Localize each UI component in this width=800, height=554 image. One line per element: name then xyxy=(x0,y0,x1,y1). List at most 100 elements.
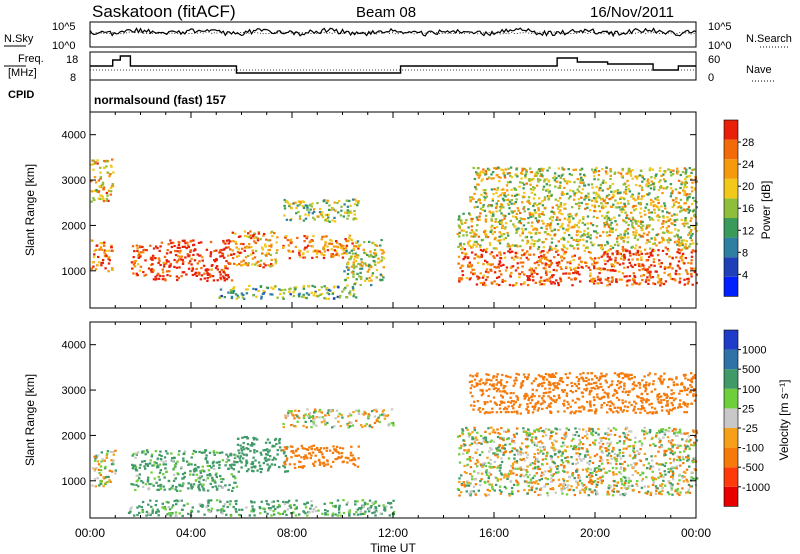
power-cell xyxy=(232,291,235,294)
power-cell xyxy=(156,247,159,250)
power-cell xyxy=(632,253,635,256)
power-cell xyxy=(690,234,693,237)
power-cell xyxy=(502,233,506,236)
velocity-cell xyxy=(571,472,575,475)
velocity-cell xyxy=(500,460,504,464)
power-cell xyxy=(492,214,495,217)
power-cell xyxy=(590,258,594,261)
power-cell xyxy=(499,219,502,222)
velocity-cell xyxy=(632,449,635,452)
velocity-cell xyxy=(158,453,161,457)
power-cell xyxy=(634,263,637,266)
power-cell xyxy=(672,169,675,172)
velocity-cell xyxy=(485,471,488,474)
power-cell xyxy=(326,249,330,252)
velocity-cell xyxy=(236,437,240,440)
power-cell xyxy=(316,249,319,252)
power-cell xyxy=(463,243,466,246)
power-cell xyxy=(554,198,557,201)
power-cell xyxy=(552,268,555,272)
velocity-cell xyxy=(555,428,559,431)
power-cell xyxy=(607,280,610,283)
power-cell xyxy=(93,162,96,165)
power-cell xyxy=(496,266,500,269)
velocity-cell xyxy=(145,449,149,452)
power-cell xyxy=(619,191,622,194)
velocity-cell xyxy=(638,452,641,455)
power-cell xyxy=(559,266,562,269)
power-cell xyxy=(650,176,653,179)
velocity-cell xyxy=(251,463,254,466)
power-cell xyxy=(225,260,228,263)
velocity-cell xyxy=(157,488,161,491)
power-cell xyxy=(520,254,524,257)
velocity-cell xyxy=(340,455,343,458)
power-cell xyxy=(257,260,260,263)
velocity-cell xyxy=(678,430,681,433)
velocity-cell xyxy=(544,470,547,473)
power-cell xyxy=(377,261,380,264)
power-cell xyxy=(555,244,558,247)
power-cell xyxy=(639,265,643,268)
power-cell xyxy=(181,245,184,248)
velocity-cell xyxy=(561,492,564,495)
velocity-cell xyxy=(258,464,262,467)
velocity-cell xyxy=(462,439,465,442)
velocity-cell xyxy=(175,489,179,492)
velocity-cell xyxy=(484,436,488,439)
velocity-cell xyxy=(352,411,355,414)
velocity-cell xyxy=(182,477,185,480)
power-cell xyxy=(495,276,499,279)
velocity-cell xyxy=(588,427,591,430)
power-cell xyxy=(677,179,681,182)
power-cell xyxy=(481,205,485,208)
velocity-cell xyxy=(157,475,160,478)
power-cell xyxy=(606,250,609,253)
power-cell xyxy=(156,274,159,277)
power-colorbar-swatch xyxy=(724,257,738,277)
velocity-cell xyxy=(692,477,695,480)
velocity-cell xyxy=(550,473,553,476)
velocity-cell xyxy=(671,470,675,473)
velocity-cell xyxy=(688,465,691,468)
power-cell xyxy=(186,253,189,256)
power-cell xyxy=(243,249,246,252)
power-cell xyxy=(551,206,554,209)
power-cell xyxy=(569,189,572,192)
velocity-cell xyxy=(596,483,599,486)
power-cell xyxy=(597,205,601,208)
power-cell xyxy=(250,253,253,256)
power-cell xyxy=(622,219,625,222)
power-cell xyxy=(616,250,619,253)
power-cell xyxy=(500,232,503,236)
power-cell xyxy=(606,223,609,226)
velocity-cell xyxy=(606,493,609,496)
power-cell xyxy=(588,198,591,201)
power-cell xyxy=(652,182,655,186)
power-cell xyxy=(605,172,609,175)
velocity-cell xyxy=(198,489,201,492)
power-cell xyxy=(298,215,302,218)
power-cell xyxy=(318,288,321,292)
power-cell xyxy=(510,176,514,179)
velocity-cell xyxy=(318,448,321,452)
power-cell xyxy=(653,249,656,253)
noise-panel: N.Sky 10^5 10^0 10^5 10^0 N.Search xyxy=(4,21,792,52)
power-cell xyxy=(340,244,343,247)
power-cell xyxy=(614,256,617,259)
power-cell xyxy=(538,213,541,216)
power-cell xyxy=(251,234,254,237)
velocity-cell xyxy=(315,424,318,427)
power-cell xyxy=(684,242,687,246)
power-cell xyxy=(634,198,637,201)
velocity-cell xyxy=(350,445,353,448)
power-cell xyxy=(559,205,563,208)
power-cell xyxy=(520,227,524,230)
velocity-cell xyxy=(351,454,354,457)
power-cell xyxy=(686,247,689,250)
power-cell xyxy=(631,216,635,219)
velocity-cell xyxy=(476,431,479,434)
velocity-cell xyxy=(652,479,655,482)
velocity-cell xyxy=(297,454,301,457)
velocity-cell xyxy=(315,446,319,450)
